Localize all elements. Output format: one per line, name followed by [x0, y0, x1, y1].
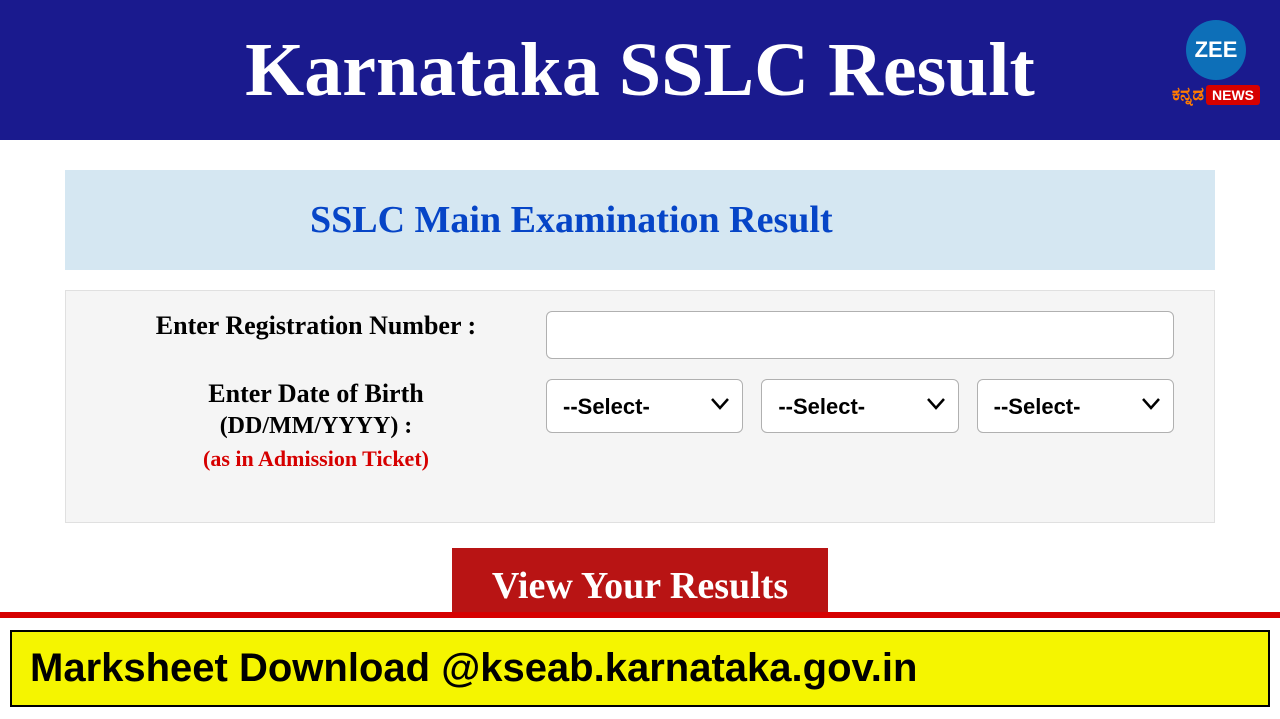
footer-banner: Marksheet Download @kseab.karnataka.gov.…: [0, 612, 1280, 719]
registration-label-col: Enter Registration Number :: [106, 311, 546, 341]
zee-logo-icon: ZEE: [1186, 20, 1246, 80]
channel-sublogo: ಕನ್ನಡ NEWS: [1172, 84, 1260, 105]
dob-year-select[interactable]: --Select-: [977, 379, 1174, 433]
dob-input-col: --Select- --Select- --Sele: [546, 379, 1174, 433]
dob-hint: (as in Admission Ticket): [106, 446, 526, 472]
footer-text: Marksheet Download @kseab.karnataka.gov.…: [10, 630, 1270, 707]
dob-day-wrap: --Select-: [546, 379, 743, 433]
result-panel-title: SSLC Main Examination Result: [95, 198, 1185, 242]
result-panel-header: SSLC Main Examination Result: [65, 170, 1215, 270]
dob-row: Enter Date of Birth (DD/MM/YYYY) : (as i…: [106, 379, 1174, 472]
registration-input-col: [546, 311, 1174, 359]
content-area: SSLC Main Examination Result Enter Regis…: [0, 140, 1280, 644]
result-form: Enter Registration Number : Enter Date o…: [65, 290, 1215, 523]
header-banner: Karnataka SSLC Result ZEE ಕನ್ನಡ NEWS: [0, 0, 1280, 140]
kannada-text: ಕನ್ನಡ: [1172, 84, 1204, 105]
news-badge: NEWS: [1206, 85, 1260, 105]
registration-label: Enter Registration Number :: [106, 311, 526, 341]
dob-format-label: (DD/MM/YYYY) :: [106, 413, 526, 440]
channel-logo: ZEE ಕನ್ನಡ NEWS: [1172, 20, 1260, 105]
dob-month-select[interactable]: --Select-: [761, 379, 958, 433]
dob-year-wrap: --Select-: [977, 379, 1174, 433]
page-title: Karnataka SSLC Result: [245, 27, 1035, 114]
dob-day-select[interactable]: --Select-: [546, 379, 743, 433]
registration-input[interactable]: [546, 311, 1174, 359]
registration-row: Enter Registration Number :: [106, 311, 1174, 359]
dob-month-wrap: --Select-: [761, 379, 958, 433]
dob-label-col: Enter Date of Birth (DD/MM/YYYY) : (as i…: [106, 379, 546, 472]
dob-label: Enter Date of Birth: [106, 379, 526, 409]
